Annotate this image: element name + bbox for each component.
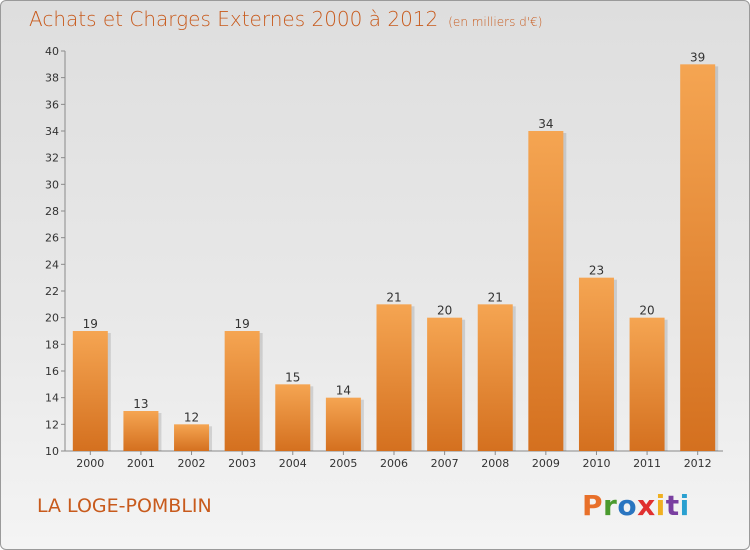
bar	[123, 411, 159, 451]
x-tick-label: 2011	[633, 457, 661, 470]
bar-value-label: 23	[589, 264, 604, 278]
bar	[275, 384, 311, 451]
y-tick-label: 32	[45, 152, 59, 165]
y-tick-label: 40	[45, 45, 59, 58]
bar-value-label: 12	[184, 410, 199, 424]
bar	[578, 277, 614, 451]
x-tick-label: 2006	[380, 457, 408, 470]
bar	[72, 331, 108, 451]
proxiti-logo[interactable]: Proxiti	[582, 489, 690, 522]
y-tick-label: 20	[45, 312, 59, 325]
x-tick-label: 2002	[178, 457, 206, 470]
bar	[680, 64, 716, 452]
y-tick-label: 38	[45, 72, 59, 85]
y-tick-label: 36	[45, 98, 59, 111]
x-tick-label: 2001	[127, 457, 155, 470]
x-tick-label: 2012	[684, 457, 712, 470]
bar	[477, 304, 513, 451]
y-tick-label: 16	[45, 365, 59, 378]
bar	[376, 304, 412, 451]
bar	[629, 317, 665, 451]
bar-value-label: 34	[538, 117, 553, 131]
y-tick-label: 22	[45, 285, 59, 298]
bar	[174, 424, 210, 451]
y-tick-label: 10	[45, 445, 59, 458]
plot-area: 10 12 14 16 18 20 22 24 26 28 30 32 34 36 38 40 19 2000 13…	[45, 45, 723, 470]
bar	[427, 317, 463, 451]
x-tick-label: 2004	[279, 457, 307, 470]
y-tick-label: 28	[45, 205, 59, 218]
y-tick-label: 34	[45, 125, 59, 138]
bar-value-label: 21	[488, 290, 503, 304]
chart-unit: (en milliers d'€)	[448, 15, 543, 29]
x-tick-label: 2009	[532, 457, 560, 470]
y-tick-label: 24	[45, 258, 59, 271]
bar-value-label: 14	[336, 384, 351, 398]
x-tick-label: 2000	[76, 457, 104, 470]
y-tick-label: 18	[45, 338, 59, 351]
bar	[224, 331, 260, 451]
bar	[325, 397, 361, 451]
chart-title: Achats et Charges Externes 2000 à 2012 (e…	[29, 7, 542, 31]
x-tick-label: 2010	[582, 457, 610, 470]
y-tick-label: 26	[45, 232, 59, 245]
y-tick-label: 30	[45, 178, 59, 191]
x-tick-label: 2005	[329, 457, 357, 470]
x-tick-label: 2003	[228, 457, 256, 470]
bar-value-label: 13	[133, 397, 148, 411]
bar-value-label: 20	[437, 304, 452, 318]
bar-value-label: 19	[235, 317, 250, 331]
y-tick-label: 12	[45, 418, 59, 431]
bar-value-label: 15	[285, 370, 300, 384]
x-tick-label: 2007	[431, 457, 459, 470]
commune-name: LA LOGE-POMBLIN	[37, 495, 212, 517]
x-tick-label: 2008	[481, 457, 509, 470]
bar-value-label: 20	[639, 304, 654, 318]
chart-title-text: Achats et Charges Externes 2000 à 2012	[29, 7, 439, 31]
y-tick-label: 14	[45, 392, 59, 405]
bar-value-label: 19	[83, 317, 98, 331]
bar-value-label: 39	[690, 50, 705, 64]
bar	[528, 131, 564, 451]
bar-value-label: 21	[386, 290, 401, 304]
